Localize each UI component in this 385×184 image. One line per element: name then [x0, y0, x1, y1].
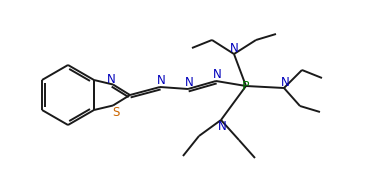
- Text: N: N: [281, 75, 290, 89]
- Text: N: N: [213, 68, 221, 82]
- Text: N: N: [107, 73, 116, 86]
- Text: N: N: [229, 43, 238, 56]
- Text: N: N: [218, 121, 226, 134]
- Text: S: S: [112, 106, 120, 119]
- Text: P: P: [242, 79, 250, 93]
- Text: N: N: [184, 77, 193, 89]
- Text: N: N: [157, 75, 165, 88]
